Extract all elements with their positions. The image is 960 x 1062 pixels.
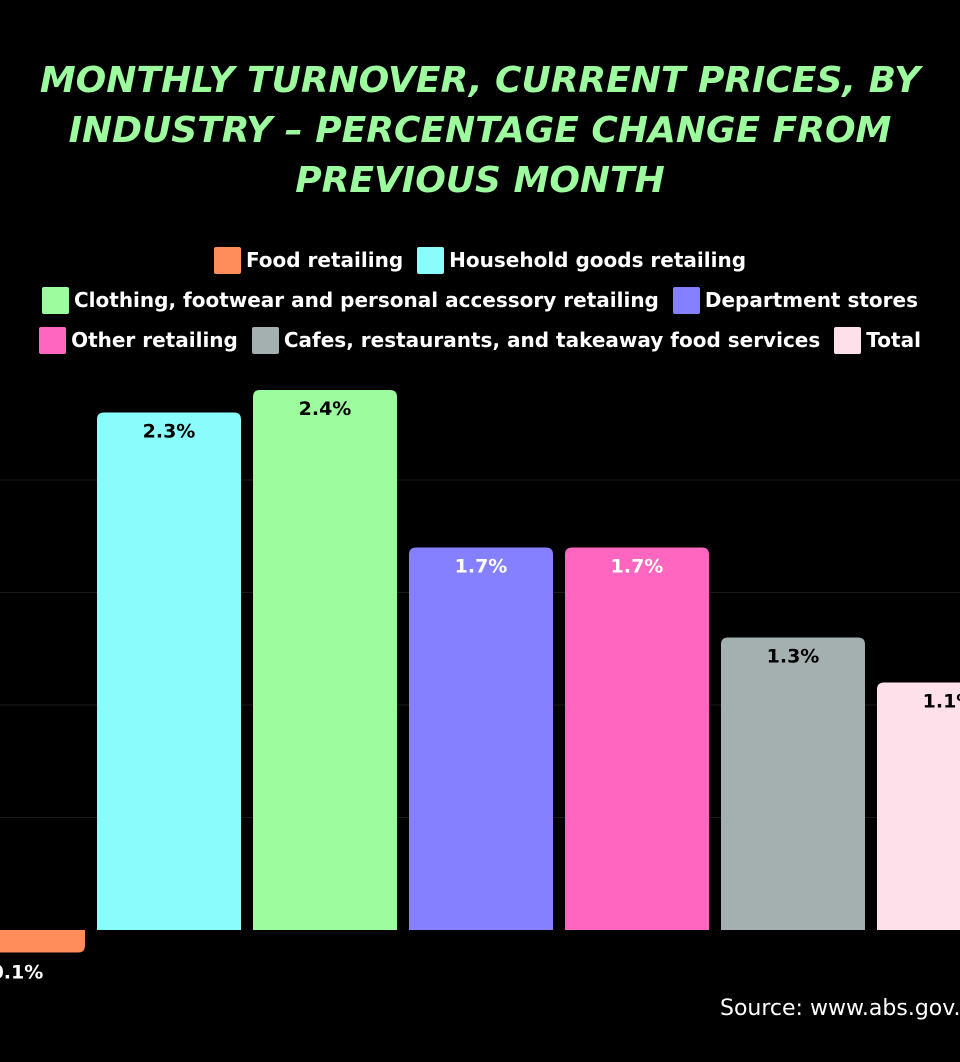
data-label: 1.1% — [923, 691, 960, 713]
legend-swatch — [251, 326, 279, 354]
bar — [97, 412, 241, 930]
legend: Food retailing Household goods retailing C… — [0, 240, 960, 360]
legend-swatch — [41, 286, 69, 314]
data-label: 2.4% — [299, 398, 352, 420]
legend-swatch — [672, 286, 700, 314]
legend-item: Other retailing — [39, 326, 238, 354]
data-label: 2.3% — [143, 421, 196, 443]
chart-title: MONTHLY TURNOVER, CURRENT PRICES, BY IND… — [39, 60, 921, 201]
legend-item: Household goods retailing — [417, 246, 747, 274]
legend-item: Total — [834, 326, 921, 354]
legend-label: Other retailing — [71, 328, 238, 352]
legend-label: Clothing, footwear and personal accessor… — [73, 288, 659, 312]
bar — [565, 547, 709, 930]
legend-item: Cafes, restaurants, and takeaway food se… — [251, 326, 821, 354]
bar — [409, 547, 553, 930]
bar — [721, 637, 865, 930]
data-label: -0.1% — [0, 962, 43, 984]
legend-label: Household goods retailing — [449, 248, 747, 272]
legend-item: Department stores — [672, 286, 918, 314]
legend-item: Clothing, footwear and personal accessor… — [41, 286, 659, 314]
legend-swatch — [834, 326, 862, 354]
legend-label: Department stores — [704, 288, 918, 312]
source-note: Source: www.abs.gov.au — [720, 996, 960, 1021]
bar — [877, 682, 960, 930]
legend-label: Total — [866, 328, 921, 352]
data-label: 1.3% — [767, 646, 820, 668]
legend-label: Cafes, restaurants, and takeaway food se… — [283, 328, 821, 352]
legend-swatch — [417, 246, 445, 274]
bar — [0, 930, 85, 953]
legend-swatch — [39, 326, 67, 354]
data-label: 1.7% — [455, 556, 508, 578]
data-label: 1.7% — [611, 556, 664, 578]
legend-row: Other retailing Cafes, restaurants, and t… — [0, 320, 960, 360]
legend-row: Clothing, footwear and personal accessor… — [0, 280, 960, 320]
legend-label: Food retailing — [245, 248, 404, 272]
legend-row: Food retailing Household goods retailing — [0, 240, 960, 280]
bar — [253, 390, 397, 930]
legend-swatch — [213, 246, 241, 274]
legend-item: Food retailing — [213, 246, 404, 274]
